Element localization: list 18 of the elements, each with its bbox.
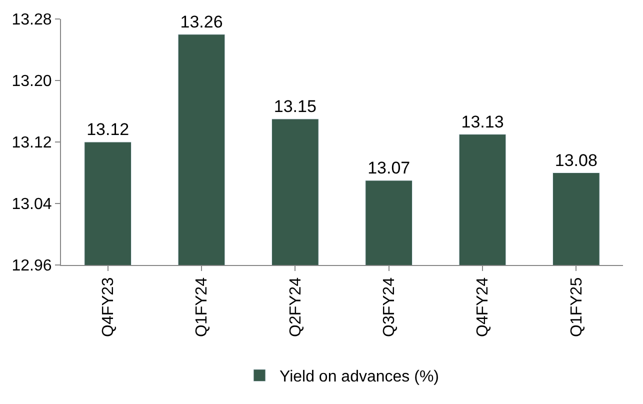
x-tick-label: Q1FY25: [568, 277, 586, 337]
x-tick-label: Q4FY24: [474, 277, 492, 337]
x-tick-label: Q1FY24: [194, 277, 211, 337]
y-tick-label: 13.20: [12, 73, 52, 90]
data-label: 13.07: [368, 158, 410, 178]
data-label: 13.13: [461, 112, 504, 132]
x-tick-label: Q2FY24: [287, 277, 304, 337]
x-tick-label: Q3FY24: [381, 277, 398, 337]
legend-label: Yield on advances (%): [280, 368, 439, 386]
data-label: 13.12: [86, 120, 130, 139]
y-tick-label: 13.04: [12, 196, 52, 214]
data-label: 13.15: [274, 96, 316, 116]
x-tick-label: Q4FY23: [100, 277, 118, 337]
data-label: 13.08: [554, 150, 598, 170]
data-label: 13.26: [180, 12, 223, 32]
y-tick-label: 13.28: [12, 12, 52, 29]
y-tick-label: 12.96: [12, 258, 52, 275]
y-tick-label: 13.12: [12, 134, 52, 152]
